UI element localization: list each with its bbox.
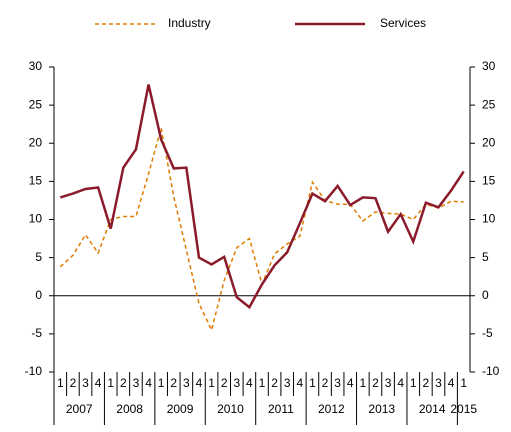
x-tick-label: 3 [82, 376, 89, 390]
year-label: 2015 [450, 402, 477, 416]
x-tick-label: 2 [70, 376, 77, 390]
x-tick-label: 3 [385, 376, 392, 390]
x-tick-label: 3 [183, 376, 190, 390]
x-tick-label: 3 [284, 376, 291, 390]
x-tick-label: 1 [309, 376, 316, 390]
x-tick-label: 3 [233, 376, 240, 390]
x-tick-label: 4 [145, 376, 152, 390]
x-tick-label: 4 [95, 376, 102, 390]
x-tick-label: 1 [208, 376, 215, 390]
series-line [59, 84, 465, 310]
x-tick-label: 4 [246, 376, 253, 390]
x-tick-label: 1 [57, 376, 64, 390]
x-tick-label: 2 [423, 376, 430, 390]
x-tick-label: 3 [435, 376, 442, 390]
year-label: 2008 [116, 402, 143, 416]
x-tick-label: 2 [322, 376, 329, 390]
y-tick-label: 5 [35, 250, 42, 264]
year-label: 2010 [217, 402, 244, 416]
legend-label: Industry [168, 16, 211, 30]
y-tick-label: 30 [29, 59, 43, 73]
x-tick-label: 2 [120, 376, 127, 390]
x-tick-label: 4 [397, 376, 404, 390]
y-tick-label: 10 [29, 212, 43, 226]
x-tick-label: 2 [271, 376, 278, 390]
year-label: 2014 [419, 402, 446, 416]
x-tick-label: 2 [372, 376, 379, 390]
year-label: 2012 [318, 402, 345, 416]
y2-tick-label: 15 [482, 174, 496, 188]
y-tick-label: 0 [35, 288, 42, 302]
legend-label: Services [380, 16, 426, 30]
x-tick-label: 2 [170, 376, 177, 390]
year-label: 2011 [268, 402, 294, 416]
year-label: 2013 [368, 402, 395, 416]
y2-tick-label: 5 [482, 250, 489, 264]
y2-tick-label: -10 [482, 364, 500, 378]
y-tick-label: 15 [29, 174, 43, 188]
y2-tick-label: 0 [482, 288, 489, 302]
y-tick-label: 20 [29, 135, 43, 149]
x-tick-label: 1 [158, 376, 165, 390]
x-tick-label: 1 [460, 376, 467, 390]
y2-tick-label: 30 [482, 59, 496, 73]
x-tick-label: 4 [448, 376, 455, 390]
series-line [59, 127, 464, 333]
y-tick-label: 25 [29, 97, 43, 111]
x-tick-label: 4 [296, 376, 303, 390]
y-tick-label: -5 [31, 326, 42, 340]
y2-tick-label: 25 [482, 97, 496, 111]
x-tick-label: 2 [221, 376, 228, 390]
y2-tick-label: -5 [482, 326, 493, 340]
y-tick-label: -10 [25, 364, 43, 378]
year-label: 2009 [167, 402, 194, 416]
x-tick-label: 1 [360, 376, 367, 390]
x-tick-label: 3 [334, 376, 341, 390]
x-tick-label: 1 [410, 376, 417, 390]
y2-tick-label: 10 [482, 212, 496, 226]
x-tick-label: 1 [107, 376, 114, 390]
x-tick-label: 1 [259, 376, 266, 390]
year-label: 2007 [66, 402, 93, 416]
y2-tick-label: 20 [482, 135, 496, 149]
x-tick-label: 4 [196, 376, 203, 390]
x-tick-label: 3 [133, 376, 140, 390]
x-tick-label: 4 [347, 376, 354, 390]
